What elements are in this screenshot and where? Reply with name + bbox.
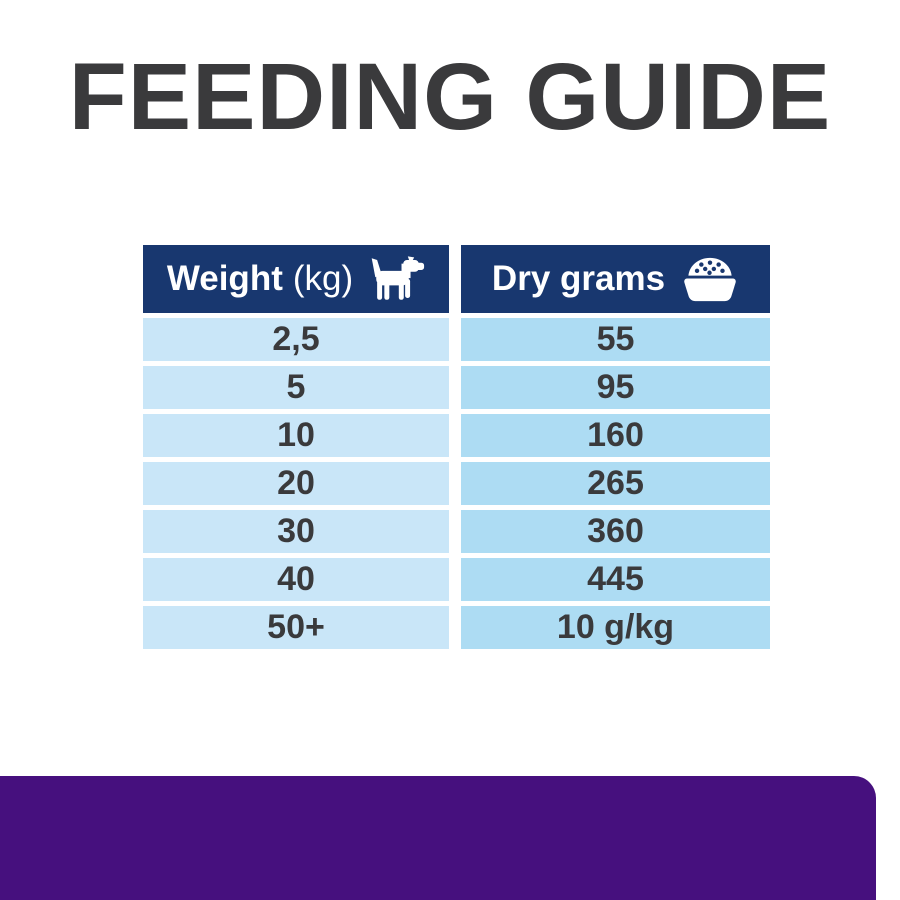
page-title: FEEDING GUIDE	[68, 44, 832, 150]
weight-column-header: Weight (kg)	[143, 245, 449, 313]
weight-header-label: Weight	[166, 259, 283, 298]
weight-header-unit: (kg)	[292, 259, 354, 298]
weight-cell-row-3: 10	[143, 414, 449, 457]
weight-cell-row-2: 5	[143, 366, 449, 409]
dry-grams-header-label: Dry grams	[491, 259, 666, 298]
weight-cell-row-7: 50+	[143, 606, 449, 649]
weight-cell-row-4: 20	[143, 462, 449, 505]
weight-cell-row-1: 2,5	[143, 318, 449, 361]
dog-icon	[369, 256, 425, 302]
dry-cell-row-6: 445	[461, 558, 770, 601]
weight-cell-row-6: 40	[143, 558, 449, 601]
dry-cell-row-5: 360	[461, 510, 770, 553]
footer-purple-bar	[0, 776, 876, 900]
weight-cell-row-5: 30	[143, 510, 449, 553]
dry-grams-column-header: Dry grams	[461, 245, 770, 313]
dry-cell-row-7: 10 g/kg	[461, 606, 770, 649]
feeding-guide-table: Weight (kg)	[143, 245, 770, 649]
dry-cell-row-3: 160	[461, 414, 770, 457]
dry-cell-row-4: 265	[461, 462, 770, 505]
dry-cell-row-1: 55	[461, 318, 770, 361]
dry-cell-row-2: 95	[461, 366, 770, 409]
kibble-bowl-icon	[681, 255, 739, 303]
